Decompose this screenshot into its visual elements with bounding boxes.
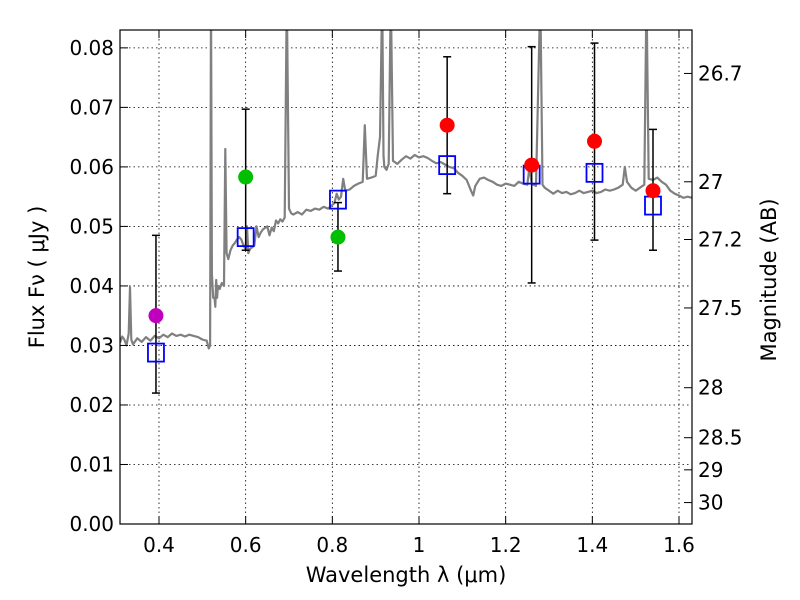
plot-frame (119, 29, 693, 525)
y2-axis-label: Magnitude (AB) (757, 198, 781, 361)
model-square-marker (585, 162, 604, 183)
observed-flux-point (439, 117, 455, 133)
ticks-layer: 0.4 0.6 0.8 1 1.2 1.4 1.6 0.00 0.01 0.02 0.03 0.04 0… (69, 30, 743, 557)
y-tick-label: 0.02 (69, 393, 114, 417)
observed-flux-point (645, 183, 661, 199)
magnitude-tick-label: 27 (698, 170, 723, 194)
observed-flux-point (587, 133, 602, 149)
model-square-marker (438, 155, 457, 176)
magnitude-tick-label: 30 (698, 491, 723, 515)
y-tick-label: 0.08 (69, 36, 114, 60)
observed-flux-point (330, 229, 346, 245)
x-tick-label: 0.6 (230, 533, 262, 557)
model-square-marker (236, 227, 255, 248)
model-square-marker (147, 342, 165, 363)
x-tick-label: 1.6 (663, 533, 695, 557)
spectrum-line (120, 30, 692, 350)
magnitude-tick-label: 28.5 (698, 426, 743, 450)
magnitude-tick-label: 28 (698, 376, 723, 400)
spectrum-layer (120, 30, 692, 350)
magnitude-tick-label: 29 (698, 458, 723, 482)
x-tick-label: 1.2 (490, 533, 522, 557)
observed-flux-point (148, 308, 164, 324)
y-tick-label: 0.03 (69, 333, 114, 357)
y-axis-label: Flux Fν ( μJy ) (25, 206, 49, 349)
x-tick-label: 1 (413, 533, 426, 557)
magnitude-tick-label: 27.5 (698, 296, 743, 320)
errorbar-layer (151, 42, 657, 394)
grid-lines (120, 30, 692, 525)
y-tick-label: 0.05 (69, 214, 114, 238)
x-tick-label: 1.4 (576, 533, 608, 557)
y-tick-label: 0.00 (69, 512, 114, 536)
x-tick-label: 0.8 (316, 533, 348, 557)
magnitude-tick-label: 26.7 (698, 61, 743, 85)
y-tick-label: 0.01 (69, 452, 114, 476)
x-axis-label: Wavelength λ (μm) (306, 563, 507, 587)
model-square-marker (329, 189, 347, 210)
magnitude-tick-label: 27.2 (698, 228, 743, 252)
observed-flux-point (238, 169, 254, 185)
observed-flux-point (524, 157, 540, 173)
points-layer (147, 117, 662, 363)
x-tick-label: 0.4 (143, 533, 175, 557)
y-tick-label: 0.06 (69, 155, 114, 179)
y-tick-label: 0.07 (69, 95, 114, 119)
y-tick-label: 0.04 (69, 274, 114, 298)
